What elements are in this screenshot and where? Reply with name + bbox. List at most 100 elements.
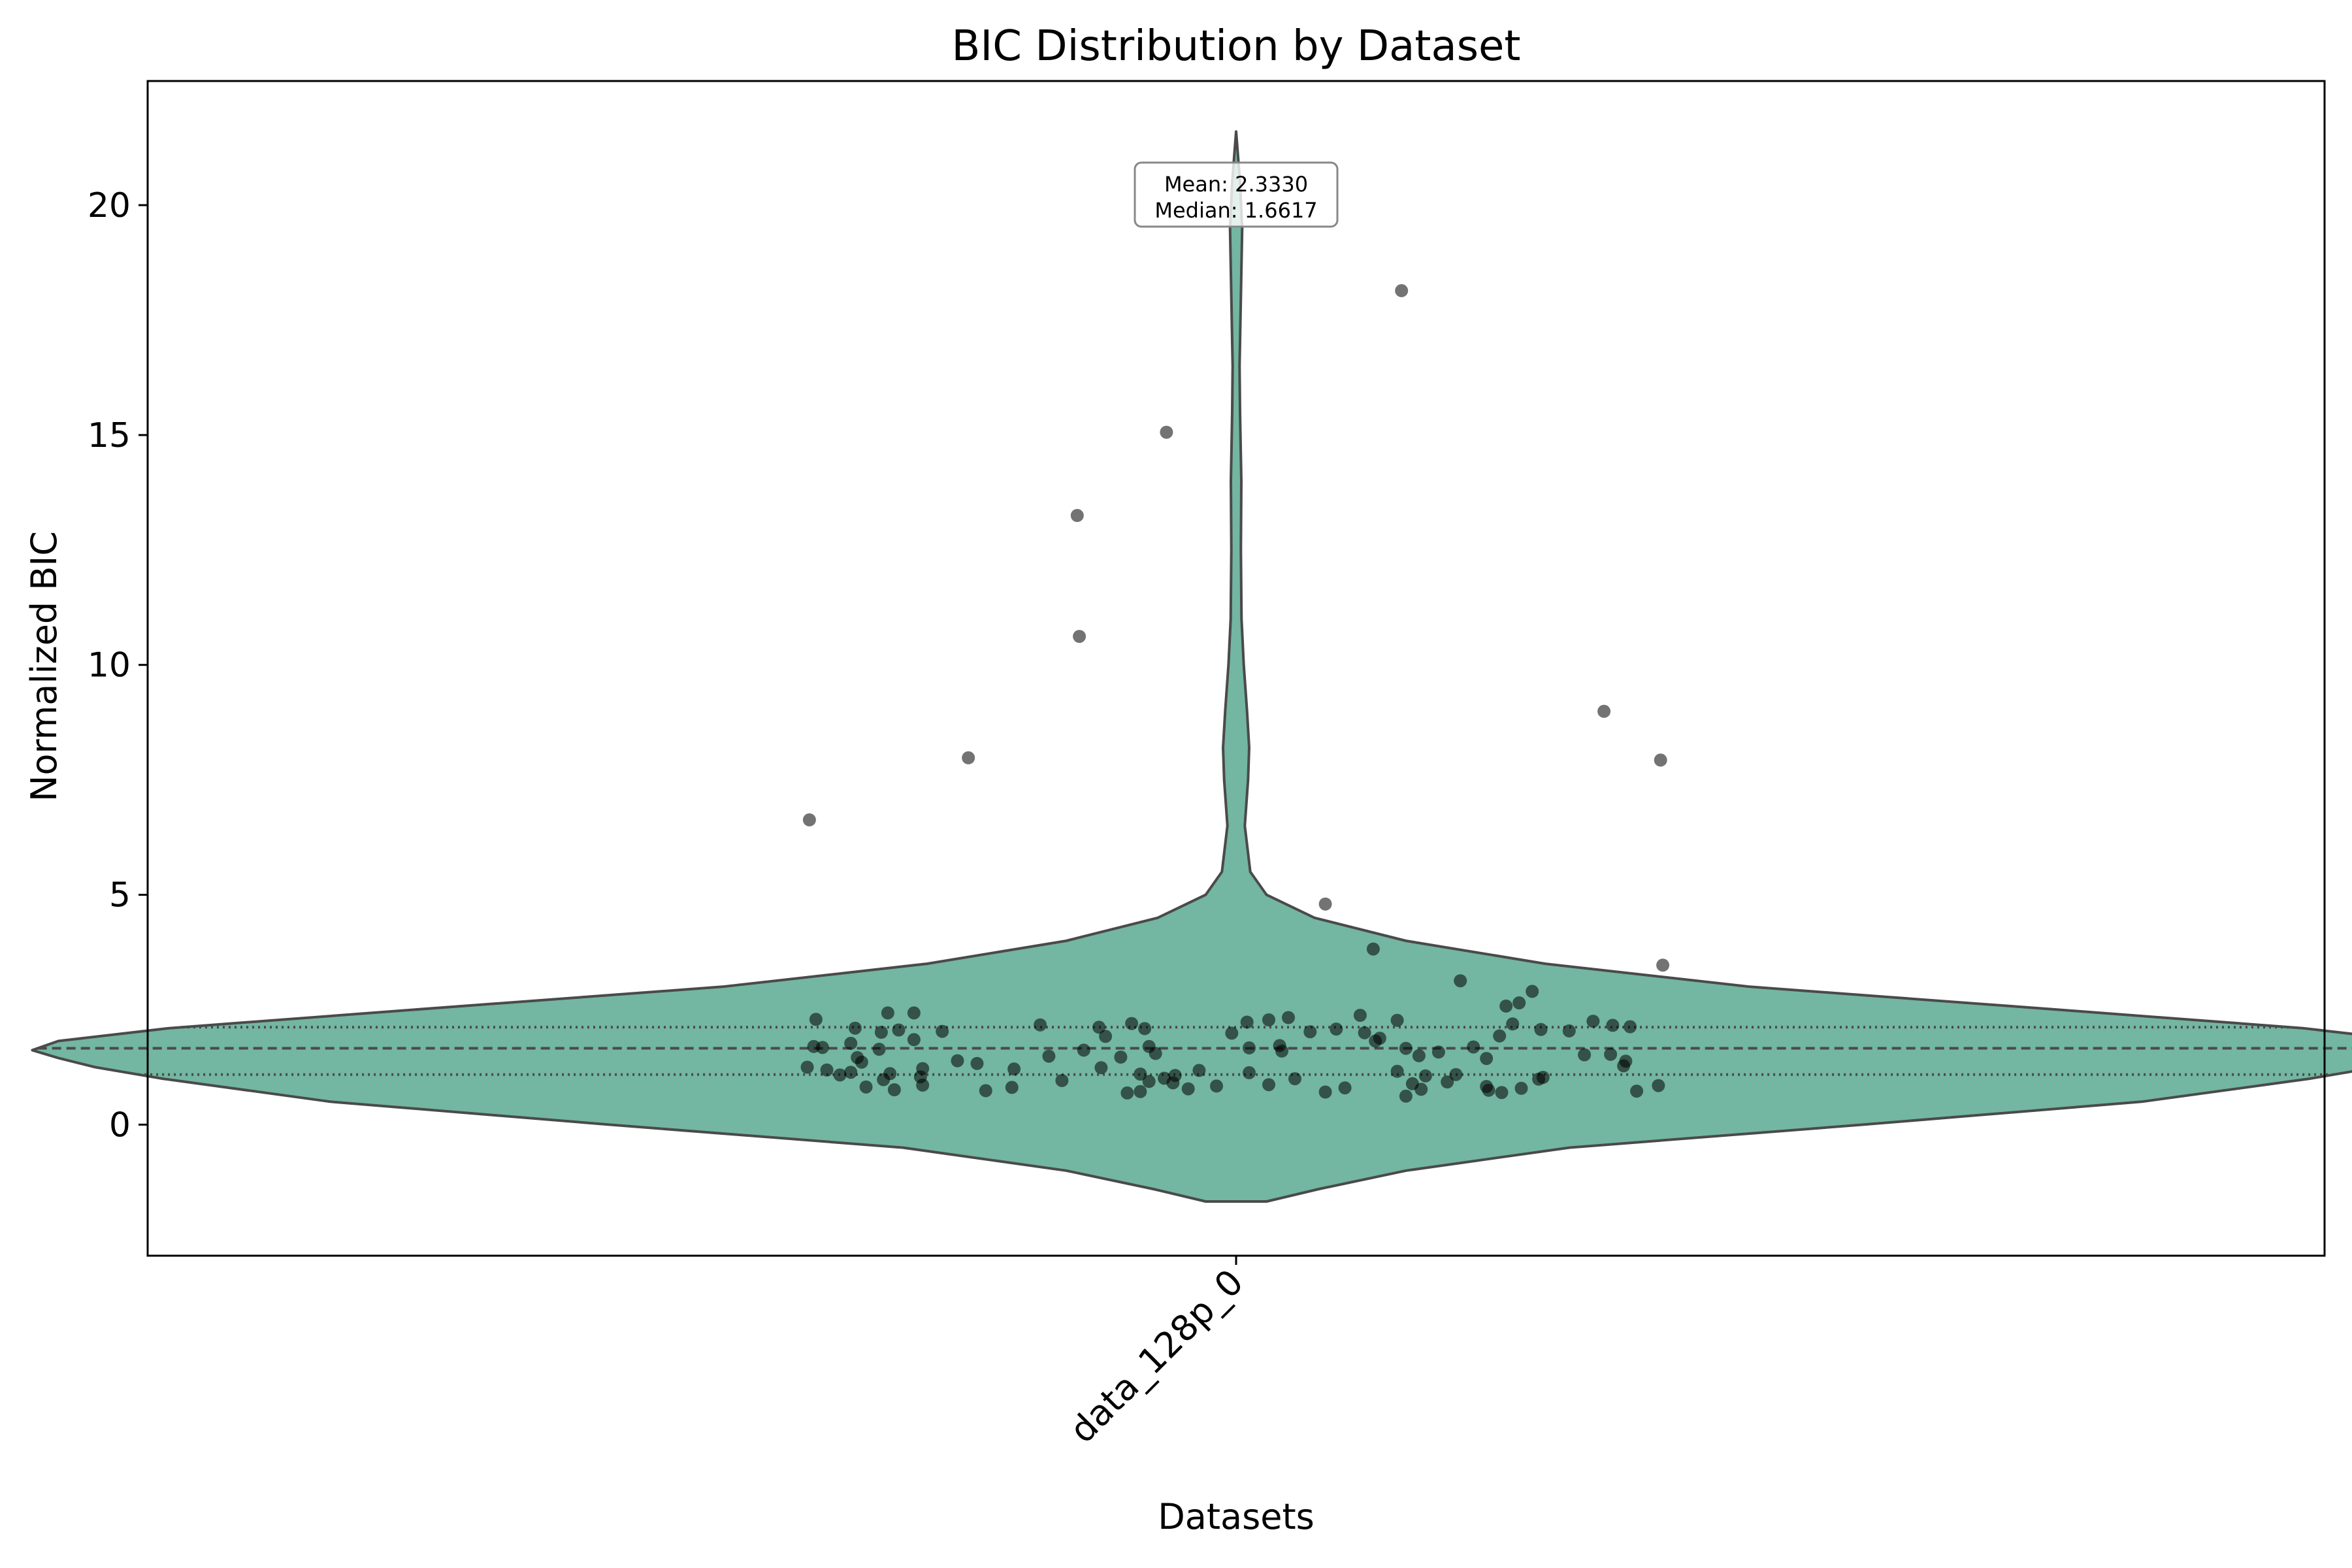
data-point: [1624, 1020, 1637, 1034]
data-point: [1617, 1059, 1631, 1073]
data-point: [1390, 1064, 1404, 1078]
data-point: [1243, 1041, 1256, 1054]
median-label: Median: 1.6617: [1154, 198, 1317, 223]
data-point: [1142, 1075, 1156, 1088]
data-point: [1240, 1015, 1254, 1029]
data-point: [1094, 1061, 1108, 1075]
data-point: [907, 1006, 921, 1020]
data-point: [1262, 1078, 1275, 1092]
data-point: [1449, 1068, 1463, 1081]
data-point: [1431, 1045, 1445, 1059]
data-point: [1318, 897, 1332, 911]
data-point: [1160, 425, 1173, 439]
data-point: [1441, 1075, 1454, 1088]
data-point: [802, 813, 816, 826]
stats-annotation: Mean: 2.3330 Median: 1.6617: [1134, 161, 1339, 228]
data-point: [1526, 985, 1539, 998]
data-point: [1042, 1049, 1056, 1063]
y-tick-label: 20: [88, 186, 131, 225]
data-point: [1166, 1076, 1180, 1090]
data-point: [1414, 1083, 1428, 1096]
y-axis-label: Normalized BIC: [24, 531, 65, 802]
data-point: [1181, 1082, 1195, 1096]
data-point: [1358, 1026, 1371, 1039]
data-point: [881, 1006, 894, 1020]
data-point: [800, 1060, 814, 1074]
data-point: [1512, 996, 1526, 1009]
data-point: [1288, 1072, 1301, 1086]
data-point: [1597, 704, 1611, 718]
data-point: [1499, 999, 1513, 1013]
data-point: [1282, 1011, 1295, 1024]
data-point: [1482, 1083, 1495, 1097]
data-point: [1562, 1024, 1576, 1037]
data-point: [1092, 1021, 1106, 1034]
data-point: [1149, 1047, 1162, 1060]
data-point: [1192, 1064, 1206, 1077]
data-point: [815, 1041, 829, 1054]
data-point: [1225, 1026, 1239, 1040]
data-point: [1099, 1030, 1113, 1043]
y-axis: 0 5 10 15 20: [88, 186, 148, 1145]
mean-label: Mean: 2.3330: [1164, 172, 1308, 197]
violin-body: [31, 130, 2352, 1203]
data-point: [833, 1068, 847, 1082]
data-point: [1210, 1079, 1223, 1093]
data-point: [1120, 1086, 1134, 1100]
data-point: [874, 1026, 888, 1039]
data-point: [1005, 1081, 1019, 1094]
data-point: [1493, 1029, 1507, 1043]
data-point: [979, 1084, 992, 1098]
data-point: [1330, 1022, 1343, 1036]
data-point: [1007, 1062, 1021, 1076]
data-point: [1604, 1047, 1618, 1061]
data-point: [1532, 1072, 1546, 1086]
data-point: [892, 1023, 906, 1037]
data-point: [1454, 974, 1467, 988]
y-tick-label: 10: [88, 646, 131, 685]
data-point: [936, 1024, 949, 1038]
data-point: [844, 1066, 858, 1079]
data-point: [1630, 1085, 1644, 1098]
data-point: [887, 1083, 901, 1096]
y-tick-label: 0: [109, 1105, 131, 1145]
data-point: [1134, 1085, 1147, 1098]
data-point: [1467, 1040, 1480, 1054]
data-point: [970, 1056, 984, 1070]
data-point: [907, 1033, 921, 1047]
data-point: [1395, 284, 1409, 297]
data-point: [1652, 1079, 1665, 1092]
chart-title: BIC Distribution by Dataset: [952, 22, 1521, 71]
data-point: [877, 1073, 890, 1086]
data-point: [1606, 1019, 1620, 1032]
data-point: [1654, 753, 1667, 767]
data-point: [820, 1063, 834, 1077]
data-point: [1399, 1089, 1413, 1103]
data-points: [800, 284, 1670, 1103]
data-point: [1399, 1041, 1413, 1055]
data-point: [1034, 1018, 1047, 1032]
data-point: [1138, 1022, 1152, 1036]
data-point: [1275, 1044, 1288, 1058]
x-axis-label: Datasets: [1158, 1496, 1315, 1537]
data-point: [1369, 1034, 1382, 1048]
data-point: [848, 1021, 862, 1035]
data-point: [1480, 1052, 1494, 1066]
data-point: [1243, 1066, 1256, 1079]
data-point: [1534, 1022, 1548, 1036]
data-point: [1125, 1017, 1139, 1030]
data-point: [1578, 1048, 1592, 1062]
data-point: [1514, 1081, 1528, 1095]
y-tick-label: 5: [109, 876, 131, 915]
data-point: [1366, 942, 1380, 956]
data-point: [1134, 1068, 1147, 1081]
data-point: [1586, 1015, 1600, 1028]
data-point: [1114, 1051, 1128, 1064]
stats-annotation-box: [1134, 161, 1339, 228]
data-point: [1318, 1085, 1332, 1099]
data-point: [1338, 1081, 1352, 1095]
data-point: [859, 1080, 873, 1094]
data-point: [1262, 1013, 1275, 1026]
